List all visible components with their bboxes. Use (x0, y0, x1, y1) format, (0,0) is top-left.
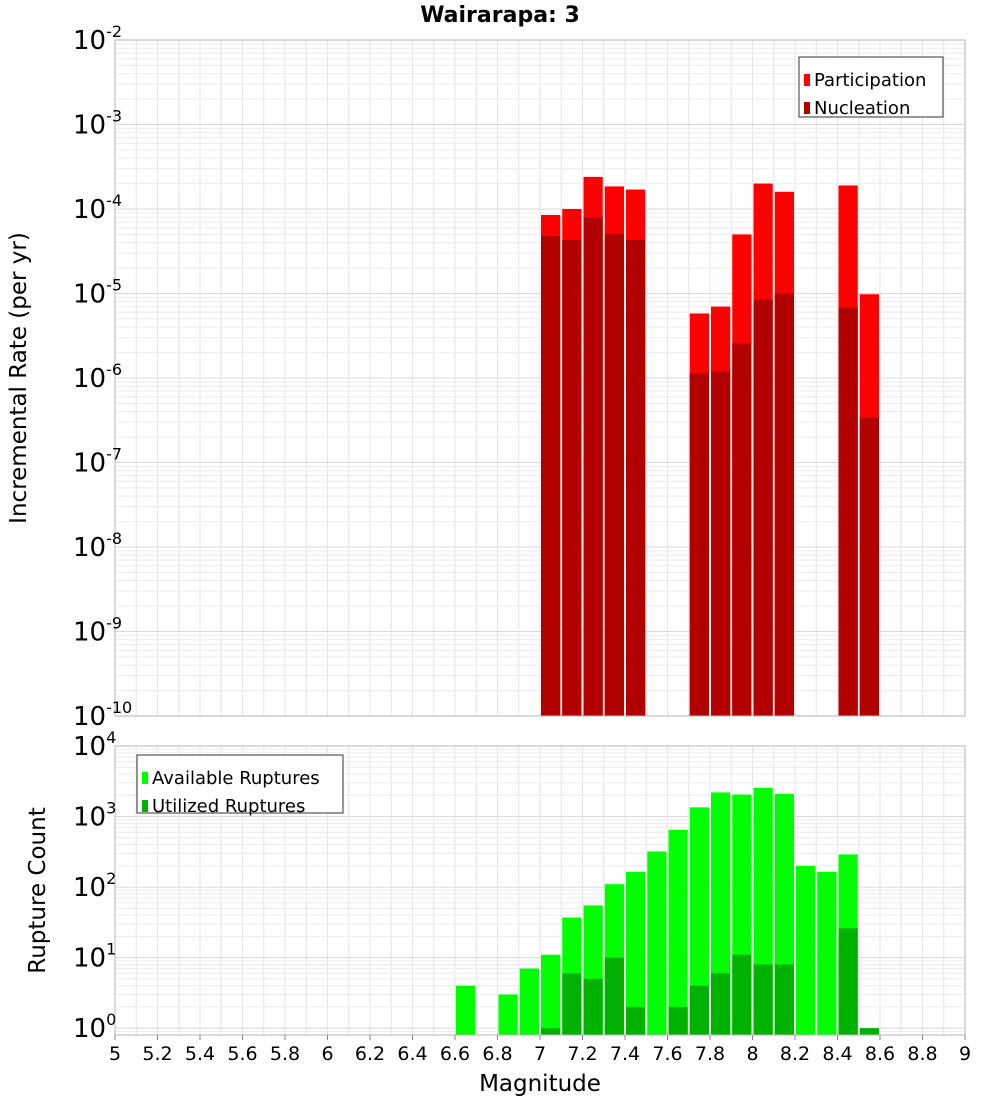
bar (604, 233, 624, 716)
legend-label: Nucleation (814, 98, 910, 119)
legend-label: Utilized Ruptures (152, 796, 305, 817)
bar (498, 994, 518, 1035)
legend-box (798, 56, 944, 118)
bar (626, 1006, 646, 1035)
bar (604, 957, 624, 1035)
bar (541, 1028, 561, 1035)
x-tick-label: 7.2 (567, 1043, 597, 1065)
bar (711, 371, 731, 716)
y-tick-label: 10-8 (73, 529, 122, 563)
x-tick-label: 5.4 (185, 1043, 215, 1065)
legend-swatch (804, 74, 810, 86)
y-tick-label: 102 (73, 869, 116, 903)
bar (583, 217, 603, 716)
bar (753, 299, 773, 716)
bar (583, 978, 603, 1035)
bar (626, 871, 646, 1035)
x-tick-label: 8.4 (822, 1043, 852, 1065)
x-tick-label: 7 (534, 1043, 546, 1065)
bar (519, 968, 539, 1035)
y-axis-label-0: Incremental Rate (per yr) (6, 232, 32, 524)
y-tick-label: 10-3 (73, 107, 122, 141)
y-tick-label: 10-4 (73, 191, 122, 225)
series-inner-0 (541, 217, 879, 716)
legend-0: Participation Nucleation (798, 56, 944, 119)
y-tick-label: 10-9 (73, 614, 122, 648)
x-tick-label: 6.8 (482, 1043, 512, 1065)
x-tick-label: 6.6 (440, 1043, 470, 1065)
y-tick-label: 10-6 (73, 360, 122, 394)
x-tick-label: 5.2 (142, 1043, 172, 1065)
legend-label: Participation (814, 70, 926, 91)
grid-0 (114, 39, 966, 717)
bar (647, 851, 667, 1035)
bar (668, 1006, 688, 1035)
bar (732, 954, 752, 1035)
bar (456, 985, 476, 1035)
y-tick-label: 103 (73, 799, 116, 833)
y-tick-label: 10-2 (73, 22, 122, 56)
x-tick-label: 5 (109, 1043, 121, 1065)
bar (668, 829, 688, 1035)
y-tick-label: 10-7 (73, 445, 122, 479)
bar (859, 417, 879, 716)
bar (711, 973, 731, 1035)
bar (541, 954, 561, 1035)
bar (689, 807, 709, 1035)
x-tick-label: 6.2 (355, 1043, 385, 1065)
bar (838, 928, 858, 1035)
x-axis-ticks: 5 5.2 5.4 5.6 5.8 6 6.2 6.4 6.6 6.8 7 7.2 7.4 7.6 7.8 8… (109, 1035, 971, 1065)
y-axis-label-1: Rupture Count (25, 807, 51, 973)
x-tick-label: 5.6 (227, 1043, 257, 1065)
x-tick-label: 7.6 (652, 1043, 682, 1065)
bar (541, 235, 561, 716)
bar (796, 865, 816, 1035)
x-tick-label: 9 (959, 1043, 971, 1065)
y-tick-label: 10-5 (73, 276, 122, 310)
y-tick-label: 100 (73, 1010, 116, 1044)
legend-1: Available Ruptures Utilized Ruptures (136, 754, 344, 817)
legend-label: Available Ruptures (152, 768, 320, 789)
x-tick-label: 8 (746, 1043, 758, 1065)
y-tick-label: 101 (73, 940, 116, 974)
x-tick-label: 8.8 (907, 1043, 937, 1065)
bar (689, 985, 709, 1035)
legend-swatch (142, 772, 148, 784)
bar (562, 239, 582, 716)
plot-frame-0 (114, 39, 966, 717)
x-tick-label: 8.6 (865, 1043, 895, 1065)
legend-swatch (804, 102, 810, 114)
bar (689, 372, 709, 716)
bar (626, 239, 646, 716)
x-tick-label: 7.4 (610, 1043, 640, 1065)
bar (562, 973, 582, 1035)
bar (838, 307, 858, 716)
series-inner-1 (541, 928, 879, 1035)
x-tick-label: 8.2 (780, 1043, 810, 1065)
panel-1: 104 103 102 101 100 Rupture Count Available Ru… (25, 728, 966, 1044)
chart-title: Wairarapa: 3 (420, 3, 580, 28)
legend-swatch (142, 800, 148, 812)
x-tick-label: 7.8 (695, 1043, 725, 1065)
bar (774, 964, 794, 1035)
y-tick-label: 104 (73, 728, 116, 762)
x-tick-label: 5.8 (270, 1043, 300, 1065)
bar (732, 342, 752, 716)
x-axis-label: Magnitude (479, 1071, 601, 1097)
bar (774, 293, 794, 716)
y-tick-label: 10-10 (73, 698, 132, 732)
panel-0: 10-2 10-3 10-4 10-5 10-6 10-7 10-8 10-9 10-10 Inc… (6, 22, 966, 732)
bar (859, 1028, 879, 1035)
bar (817, 871, 837, 1035)
x-tick-label: 6.4 (397, 1043, 427, 1065)
x-tick-label: 6 (321, 1043, 333, 1065)
bar (753, 964, 773, 1035)
legend-box (136, 754, 344, 814)
